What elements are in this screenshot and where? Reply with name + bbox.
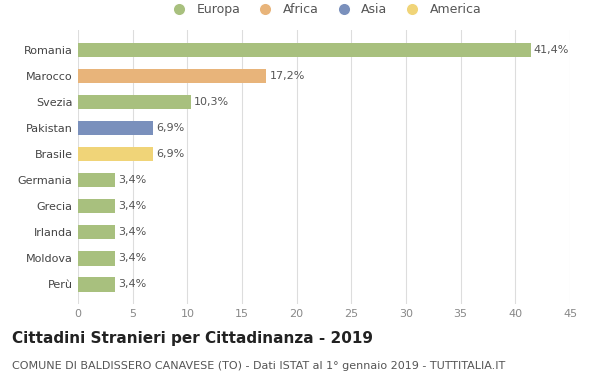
Bar: [78, 43, 530, 57]
Legend: Europa, Africa, Asia, America: Europa, Africa, Asia, America: [161, 0, 487, 21]
Bar: [78, 199, 115, 214]
Bar: [78, 121, 154, 135]
Text: 6,9%: 6,9%: [157, 123, 185, 133]
Bar: [78, 251, 115, 266]
Text: 3,4%: 3,4%: [118, 201, 147, 211]
Bar: [78, 225, 115, 239]
Text: 41,4%: 41,4%: [534, 45, 569, 55]
Text: 6,9%: 6,9%: [157, 149, 185, 159]
Bar: [78, 173, 115, 187]
Text: 10,3%: 10,3%: [194, 97, 229, 107]
Text: Cittadini Stranieri per Cittadinanza - 2019: Cittadini Stranieri per Cittadinanza - 2…: [12, 331, 373, 345]
Text: 3,4%: 3,4%: [118, 227, 147, 238]
Text: 3,4%: 3,4%: [118, 279, 147, 290]
Bar: [78, 277, 115, 291]
Text: COMUNE DI BALDISSERO CANAVESE (TO) - Dati ISTAT al 1° gennaio 2019 - TUTTITALIA.: COMUNE DI BALDISSERO CANAVESE (TO) - Dat…: [12, 361, 505, 371]
Text: 3,4%: 3,4%: [118, 253, 147, 263]
Text: 3,4%: 3,4%: [118, 175, 147, 185]
Text: 17,2%: 17,2%: [269, 71, 305, 81]
Bar: [78, 95, 191, 109]
Bar: [78, 69, 266, 83]
Bar: [78, 147, 154, 162]
